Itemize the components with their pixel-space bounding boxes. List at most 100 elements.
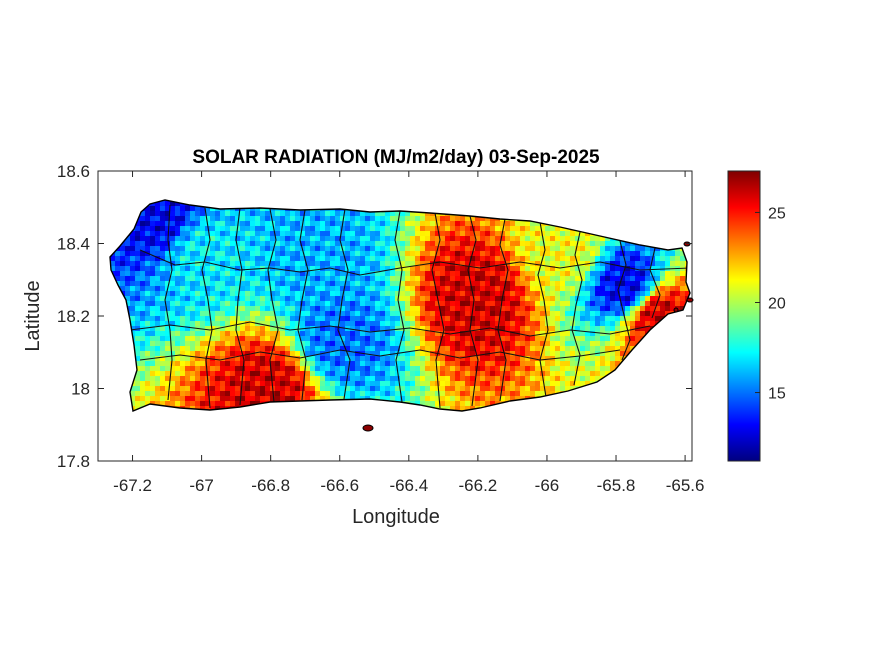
heat-cell <box>245 371 251 377</box>
heat-cell <box>220 371 226 377</box>
heat-cell <box>140 351 146 357</box>
heat-cell <box>605 281 611 287</box>
heat-cell <box>625 336 631 342</box>
heat-cell <box>560 301 566 307</box>
heat-cell <box>160 216 166 222</box>
heat-cell <box>410 296 416 302</box>
heat-cell <box>585 286 591 292</box>
heat-cell <box>140 296 146 302</box>
heat-cell <box>215 396 221 402</box>
heat-cell <box>140 281 146 287</box>
heat-cell <box>375 381 381 387</box>
heat-cell <box>155 286 161 292</box>
heat-cell <box>495 316 501 322</box>
heat-cell <box>400 216 406 222</box>
heat-cell <box>225 211 231 217</box>
heat-cell <box>585 311 591 317</box>
heat-cell <box>425 251 431 257</box>
heat-cell <box>605 266 611 272</box>
heat-cell <box>375 271 381 277</box>
heat-cell <box>140 366 146 372</box>
heat-cell <box>275 356 281 362</box>
heat-cell <box>135 336 141 342</box>
heat-cell <box>565 266 571 272</box>
heat-cell <box>605 346 611 352</box>
heat-cell <box>255 246 261 252</box>
heat-cell <box>360 261 366 267</box>
heat-cell <box>180 216 186 222</box>
heat-cell <box>300 236 306 242</box>
heat-cell <box>540 341 546 347</box>
heat-cell <box>645 251 651 257</box>
heat-cell <box>165 211 171 217</box>
heat-cell <box>615 251 621 257</box>
heat-cell <box>145 341 151 347</box>
heat-cell <box>375 291 381 297</box>
heat-cell <box>490 256 496 262</box>
heat-cell <box>425 241 431 247</box>
heat-cell <box>240 256 246 262</box>
heat-cell <box>480 261 486 267</box>
heat-cell <box>350 226 356 232</box>
heat-cell <box>490 361 496 367</box>
heat-cell <box>455 271 461 277</box>
heat-cell <box>140 226 146 232</box>
heat-cell <box>385 396 391 402</box>
heat-cell <box>210 386 216 392</box>
heat-cell <box>180 226 186 232</box>
heat-cell <box>480 381 486 387</box>
heat-cell <box>450 376 456 382</box>
heat-cell <box>350 241 356 247</box>
heat-cell <box>175 336 181 342</box>
heat-cell <box>150 376 156 382</box>
heat-cell <box>295 386 301 392</box>
heat-cell <box>460 306 466 312</box>
heat-cell <box>275 346 281 352</box>
heat-cell <box>515 346 521 352</box>
heat-cell <box>320 216 326 222</box>
heat-cell <box>505 251 511 257</box>
heat-cell <box>265 211 271 217</box>
heat-cell <box>270 316 276 322</box>
heat-cell <box>360 376 366 382</box>
heat-cell <box>170 401 176 407</box>
heat-cell <box>505 301 511 307</box>
heat-cell <box>570 266 576 272</box>
heat-cell <box>350 261 356 267</box>
heat-cell <box>565 331 571 337</box>
heat-cell <box>480 241 486 247</box>
heat-cell <box>595 331 601 337</box>
heat-cell <box>385 381 391 387</box>
heat-cell <box>420 311 426 317</box>
heat-cell <box>460 316 466 322</box>
heat-cell <box>370 321 376 327</box>
heat-cell <box>395 301 401 307</box>
heat-cell <box>285 266 291 272</box>
heat-cell <box>580 311 586 317</box>
heat-cell <box>675 256 681 262</box>
heat-cell <box>330 356 336 362</box>
heat-cell <box>480 361 486 367</box>
heat-cell <box>415 271 421 277</box>
heat-cell <box>155 241 161 247</box>
heat-cell <box>365 356 371 362</box>
heat-cell <box>430 221 436 227</box>
heat-cell <box>205 236 211 242</box>
heat-cell <box>465 336 471 342</box>
heat-cell <box>130 266 136 272</box>
heat-cell <box>605 256 611 262</box>
heat-cell <box>440 261 446 267</box>
heat-cell <box>145 326 151 332</box>
heat-cell <box>320 356 326 362</box>
heat-cell <box>550 336 556 342</box>
heat-cell <box>290 341 296 347</box>
heat-cell <box>400 261 406 267</box>
heat-cell <box>510 236 516 242</box>
heat-cell <box>365 216 371 222</box>
heat-cell <box>570 351 576 357</box>
heat-cell <box>650 271 656 277</box>
heat-cell <box>210 376 216 382</box>
heat-cell <box>615 331 621 337</box>
heat-cell <box>445 401 451 407</box>
heat-cell <box>175 321 181 327</box>
